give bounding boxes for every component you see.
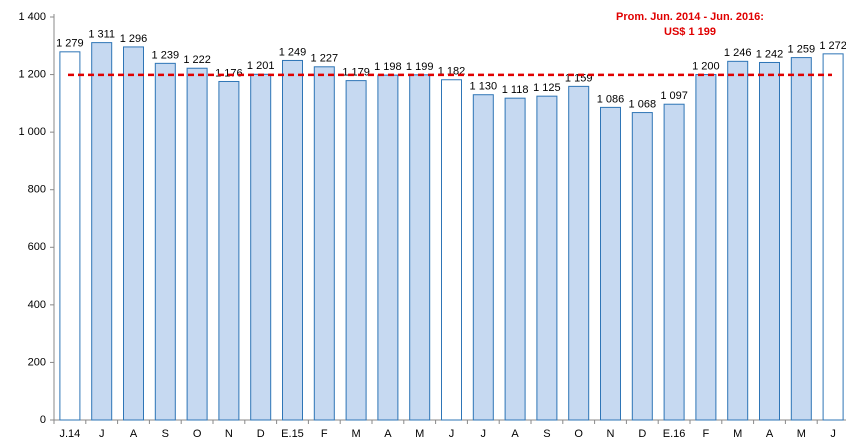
value-label: 1 279 [56, 38, 84, 50]
x-tick-label: F [703, 428, 710, 439]
bar [790, 57, 812, 421]
x-tick-label: A [130, 428, 138, 439]
value-label: 1 199 [406, 61, 434, 73]
bar [822, 53, 844, 421]
bar [123, 46, 144, 421]
value-label: 1 201 [247, 60, 275, 72]
value-label: 1 176 [215, 67, 243, 79]
x-tick-label: S [162, 428, 169, 439]
bar [91, 42, 113, 421]
value-label: 1 239 [152, 49, 180, 61]
bar [282, 59, 303, 421]
bar [59, 51, 81, 421]
bar [727, 60, 749, 421]
x-tick-label: M [733, 428, 742, 439]
x-tick-label: D [638, 428, 646, 439]
x-tick-label: A [511, 428, 519, 439]
y-tick-label: 600 [28, 241, 46, 253]
value-label: 1 086 [597, 93, 625, 105]
x-tick-label: M [415, 428, 424, 439]
bar [250, 73, 272, 421]
x-tick-label: S [543, 428, 550, 439]
x-tick-label: N [225, 428, 233, 439]
bar [154, 62, 176, 421]
bar [218, 80, 240, 421]
y-tick-label: 1 000 [18, 126, 46, 138]
value-label: 1 259 [788, 43, 816, 55]
x-tick-label: E.16 [663, 428, 686, 439]
bar [345, 80, 367, 421]
y-tick-label: 0 [40, 414, 46, 426]
value-label: 1 227 [311, 53, 339, 65]
bar [759, 61, 780, 421]
value-label: 1 296 [120, 33, 148, 45]
bar [663, 103, 685, 421]
value-label: 1 125 [533, 82, 561, 94]
x-tick-label: N [607, 428, 615, 439]
x-tick-label: J [481, 428, 487, 439]
bar [441, 79, 462, 421]
value-label: 1 118 [502, 84, 529, 96]
x-tick-label: M [797, 428, 806, 439]
value-label: 1 068 [629, 98, 657, 110]
x-tick-label: A [766, 428, 774, 439]
x-tick-label: D [257, 428, 265, 439]
y-tick-label: 800 [28, 184, 46, 196]
y-tick-label: 400 [28, 299, 46, 311]
value-label: 1 246 [724, 47, 752, 59]
bar [568, 85, 590, 421]
x-tick-label: J [449, 428, 455, 439]
bar [409, 74, 431, 421]
bar [472, 94, 494, 421]
value-label: 1 200 [692, 60, 720, 72]
x-tick-label: J [830, 428, 836, 439]
value-label: 1 179 [342, 67, 370, 79]
x-tick-label: O [574, 428, 583, 439]
bar [313, 66, 335, 421]
bar [600, 106, 621, 421]
x-tick-label: J [99, 428, 105, 439]
x-tick-label: A [384, 428, 392, 439]
value-label: 1 130 [470, 81, 498, 93]
x-tick-label: E.15 [281, 428, 304, 439]
value-label: 1 311 [88, 29, 115, 41]
y-tick-label: 1 200 [18, 68, 46, 80]
value-label: 1 198 [374, 61, 402, 73]
reference-label: Prom. Jun. 2014 - Jun. 2016: [616, 11, 764, 23]
bar [504, 97, 526, 421]
reference-label: US$ 1 199 [664, 26, 716, 38]
y-tick-label: 1 400 [18, 11, 46, 23]
bar [186, 67, 208, 421]
y-tick-label: 200 [28, 356, 46, 368]
bar [631, 112, 653, 421]
bar [377, 74, 399, 421]
value-label: 1 272 [819, 40, 846, 52]
value-label: 1 222 [183, 54, 211, 66]
x-tick-label: J.14 [60, 428, 81, 439]
x-tick-label: O [193, 428, 202, 439]
bar [695, 74, 717, 421]
value-label: 1 097 [660, 90, 688, 102]
x-tick-label: F [321, 428, 328, 439]
value-label: 1 242 [756, 48, 784, 60]
x-tick-label: M [352, 428, 361, 439]
bar [536, 95, 558, 421]
value-label: 1 249 [279, 46, 307, 58]
